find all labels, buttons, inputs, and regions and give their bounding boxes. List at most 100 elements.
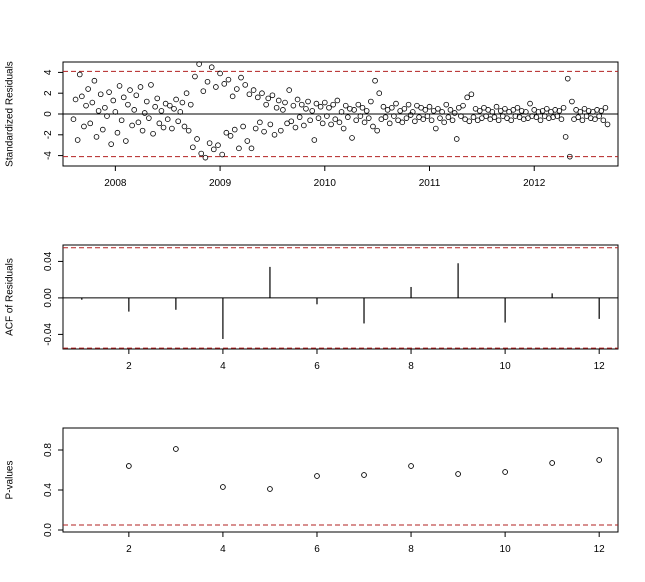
residual-point [171,106,177,112]
residual-point [338,109,345,115]
residual-point [332,116,339,122]
residual-point [164,116,171,122]
residual-point [141,110,148,116]
residual-point [190,144,196,151]
residual-point [424,113,431,119]
p-value-point [173,446,179,452]
residual-point [592,116,598,122]
residual-point [110,97,117,104]
residual-point [340,125,347,132]
x-tick-label: 2009 [209,178,232,189]
residual-point [76,71,83,78]
residual-point [200,88,207,94]
x-tick-label: 2010 [314,178,337,189]
residual-point [569,98,575,105]
residual-point [357,113,364,119]
residual-point [437,115,443,121]
x-tick-label: 2 [126,361,132,372]
residual-point [123,138,129,144]
residual-point [154,95,161,102]
residual-point [120,94,127,101]
residual-point [518,108,525,114]
x-tick-label: 2 [126,544,132,555]
residual-point [131,107,138,113]
y-axis-label: ACF of Residuals [5,258,16,336]
residual-point [104,113,110,119]
residual-point [432,125,439,132]
residual-point [564,75,571,82]
residual-point [579,117,586,124]
residual-point [93,134,100,140]
residual-point [219,151,225,158]
p-value-point [267,486,273,492]
residual-point [577,109,584,115]
residual-point [175,118,181,125]
residual-point [79,93,85,100]
residual-point [399,119,406,126]
residual-point [292,124,299,131]
residual-point [296,114,303,120]
residual-point [269,92,276,99]
residual-point [313,100,320,107]
residual-point [353,117,360,124]
plot-frame-3 [62,427,619,533]
residual-point [271,132,278,138]
residual-point [227,133,234,139]
residual-point [125,101,131,108]
residual-point [179,99,186,106]
residual-point [167,102,173,109]
residual-point [468,91,475,98]
p-value-point [361,472,367,478]
residual-point [307,117,313,124]
residual-point [514,104,521,111]
y-tick-label: 0 [43,111,54,117]
residual-point [257,119,263,126]
residual-point [349,135,355,141]
residual-point [321,99,328,106]
residual-point [242,82,249,88]
residual-point [401,106,408,112]
residual-point [372,77,378,84]
residual-point [143,98,150,105]
x-tick-label: 6 [314,361,320,372]
y-tick-label: 0.0 [43,523,54,537]
residual-point [439,109,445,115]
residual-point [336,119,343,126]
residual-point [146,115,152,121]
residual-point [550,114,556,120]
residual-point [451,110,458,116]
residual-point [135,119,142,126]
residual-point [311,137,318,143]
residual-point [254,94,261,101]
residual-point [70,116,77,122]
residual-point [221,81,228,87]
residual-point [391,113,397,119]
residual-point [476,108,483,114]
residual-point [449,117,456,124]
residual-point [422,107,429,113]
residual-point [114,129,121,136]
residual-point [118,117,125,124]
residual-point [133,92,140,99]
residual-point [315,115,322,121]
residual-point [263,101,269,108]
residual-point [187,101,194,108]
residual-point [223,129,230,136]
residual-point [137,84,144,90]
residual-point [546,115,552,121]
residual-point [87,120,94,127]
x-tick-label: 8 [408,544,414,555]
residual-point [556,108,563,114]
residual-point [575,114,582,120]
residual-point [386,120,393,127]
residual-point [236,145,242,152]
residual-point [594,107,600,113]
residual-point [192,73,198,80]
residual-point [72,96,79,103]
residual-point [328,121,334,128]
residual-point [288,118,295,125]
residual-point [234,86,240,92]
residual-point [604,121,611,128]
residual-point [409,109,416,115]
